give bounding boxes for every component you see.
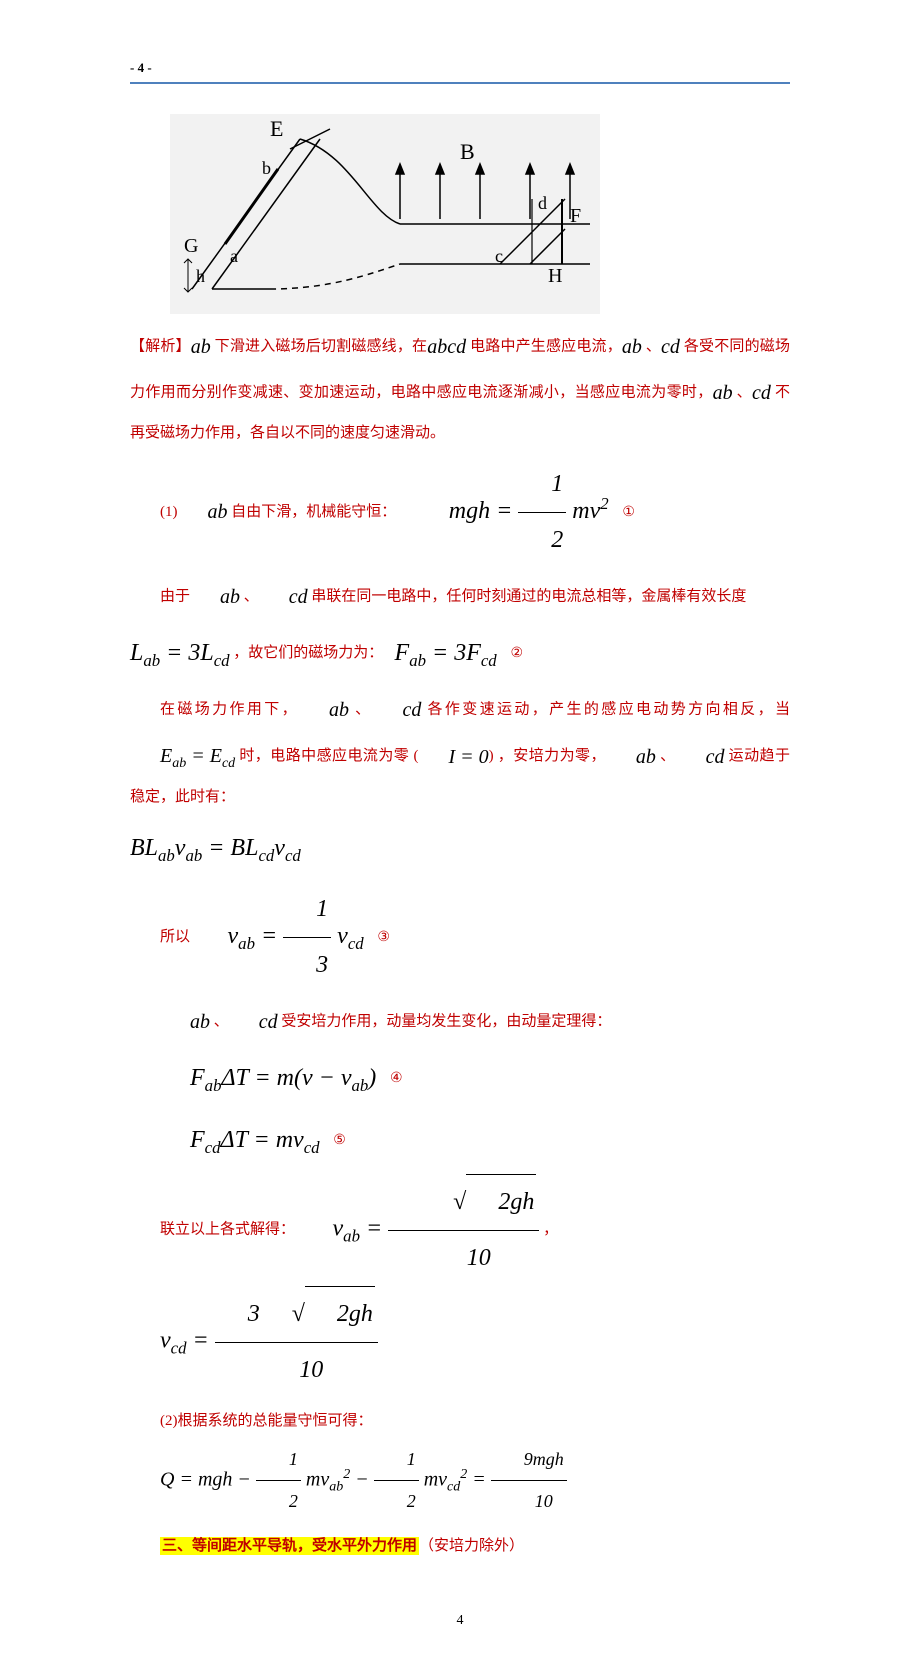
label-h: h (196, 266, 205, 286)
page: - 4 - (0, 0, 920, 1669)
var-ab-3: ab (713, 370, 733, 416)
label-a: a (230, 246, 238, 266)
footer-page-number: 4 (130, 1613, 790, 1629)
section-3-title: 三、等间距水平导轨，受水平外力作用 (160, 1537, 419, 1555)
eq-FabDT: FabΔT = m(v − vab) (160, 1051, 376, 1106)
p7: 联立以上各式解得： (160, 1221, 295, 1237)
var-ab-8: ab (160, 999, 210, 1045)
eq-energy: mgh = 12 mv2 (419, 457, 609, 568)
eq-solve: 联立以上各式解得： vab = 2gh 10 ， vcd = 32gh 10 (130, 1174, 790, 1399)
jiexi-label: 【解析】 (130, 338, 191, 354)
var-cd-4: cd (373, 687, 422, 733)
eq-I0: I = 0 (418, 734, 488, 780)
label-b: b (262, 158, 271, 178)
var-cd-2: cd (752, 370, 771, 416)
circle-4: ④ (390, 1071, 403, 1086)
var-ab-4: ab (178, 489, 228, 535)
var-ab: ab (191, 324, 211, 370)
p2b: 自由下滑，机械能守恒： (231, 504, 396, 520)
eq-FcdDT: FcdΔT = mvcd (160, 1113, 320, 1168)
label-B: B (460, 139, 475, 164)
eq-BLv-expr: BLabvab = BLcdvcd (130, 821, 301, 876)
eq-impulse-2: FcdΔT = mvcd ⑤ (130, 1113, 790, 1168)
eq-Eab: Eab = Ecd (130, 733, 235, 780)
circle-5: ⑤ (333, 1133, 346, 1148)
p1c-5: 、 (660, 748, 675, 764)
eq-vab: 所以 vab = 13 vcd ③ (130, 882, 790, 993)
p3a: 由于 (160, 588, 190, 604)
label-c: c (495, 246, 503, 266)
circle-2: ② (510, 646, 523, 661)
eq-Fab: Fab = 3Fcd (395, 626, 497, 681)
step-1: (1)ab 自由下滑，机械能守恒： mgh = 12 mv2 ① (130, 457, 790, 568)
analysis-paragraph: 【解析】ab 下滑进入磁场后切割磁感线，在abcd 电路中产生感应电流，ab 、… (130, 324, 790, 451)
p1a: 下滑进入磁场后切割磁感线，在 (215, 338, 428, 354)
p1c: 、 (646, 338, 661, 354)
eq-length-force: Lab = 3Lcd ，故它们的磁场力为： Fab = 3Fcd ② (130, 626, 790, 681)
physics-diagram: E B G b a h d F c H (170, 114, 600, 314)
eq-vcd-sol: vcd = 32gh 10 (130, 1286, 378, 1398)
p1c-6: 、 (214, 1014, 229, 1030)
p3-line: 由于ab 、cd 串联在同一电路中，任何时刻通过的电流总相等，金属棒有效长度 (130, 574, 790, 620)
eq-Lab: Lab = 3Lcd (130, 626, 230, 681)
var-ab-5: ab (190, 574, 240, 620)
diagram-svg: E B G b a h d F c H (170, 114, 600, 314)
p3c: ，故它们的磁场力为： (233, 645, 383, 661)
p1c-3: 、 (244, 588, 259, 604)
var-cd: cd (661, 324, 680, 370)
p6-line: ab 、cd 受安培力作用，动量均发生变化，由动量定理得： (130, 999, 790, 1045)
var-ab-7: ab (606, 734, 656, 780)
header-rule (130, 82, 790, 84)
circle-1: ① (622, 505, 635, 520)
eq-vab-sol: vab = 2gh 10 (303, 1174, 540, 1286)
eq-impulse-1: FabΔT = m(v − vab) ④ (130, 1051, 790, 1106)
p5: 所以 (160, 929, 190, 945)
label-d: d (538, 193, 547, 213)
p8a: (2)根据系统的总能量守恒可得： (160, 1413, 373, 1429)
p2a: (1) (160, 504, 178, 520)
p4b: 各作变速运动，产生的感应电动势方向相反，当 (428, 702, 790, 718)
var-cd-5: cd (676, 734, 725, 780)
var-ab-2: ab (622, 324, 642, 370)
p1c-4: 、 (355, 702, 372, 718)
label-G: G (184, 235, 198, 257)
section-3-heading: 三、等间距水平导轨，受水平外力作用（安培力除外） (130, 1529, 790, 1564)
label-F: F (570, 205, 581, 227)
var-abcd: abcd (427, 324, 466, 370)
p4c: 时，电路中感应电流为零 ( (239, 748, 418, 764)
var-cd-6: cd (229, 999, 278, 1045)
step-2: (2)根据系统的总能量守恒可得： Q = mgh − 12 mvab2 − 12… (130, 1404, 790, 1522)
p1c-2: 、 (737, 384, 752, 400)
eq-vab-expr: vab = 13 vcd (198, 882, 364, 993)
section-3-note: （安培力除外） (419, 1538, 524, 1554)
eq-BLv: BLabvab = BLcdvcd (130, 821, 790, 876)
circle-3: ③ (377, 930, 390, 945)
p4-line: 在磁场力作用下，ab 、cd 各作变速运动，产生的感应电动势方向相反，当Eab … (130, 687, 790, 815)
page-header-number: - 4 - (130, 60, 790, 76)
p1b: 电路中产生感应电流， (470, 338, 622, 354)
label-E: E (270, 116, 283, 141)
p4d: ) ，安培力为零， (489, 748, 606, 764)
p6: 受安培力作用，动量均发生变化，由动量定理得： (281, 1014, 611, 1030)
eq-Q: Q = mgh − 12 mvab2 − 12 mvcd2 = 9mgh10 (130, 1439, 567, 1523)
var-ab-6: ab (299, 687, 349, 733)
p3b: 串联在同一电路中，任何时刻通过的电流总相等，金属棒有效长度 (311, 588, 746, 604)
var-cd-3: cd (259, 574, 308, 620)
p4a: 在磁场力作用下， (160, 702, 299, 718)
label-H: H (548, 265, 562, 287)
